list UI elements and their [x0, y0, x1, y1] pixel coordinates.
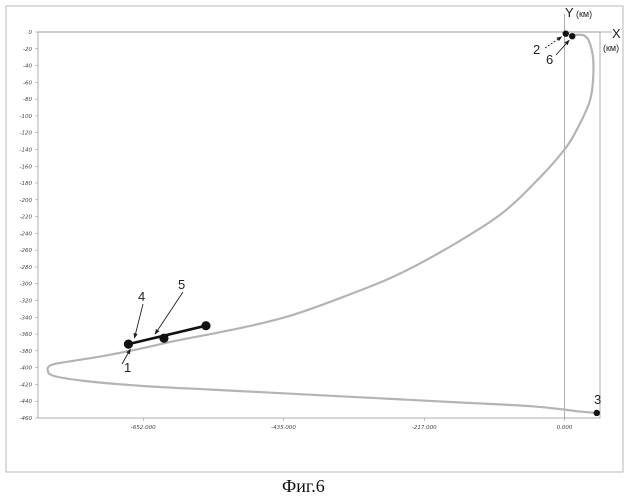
point-marker-4 [159, 334, 168, 343]
point-label-5: 5 [178, 277, 185, 292]
y-tick-label: -120 [20, 131, 33, 137]
leader-4 [134, 304, 143, 338]
y-axis-unit: (км) [576, 9, 592, 19]
plot-area [38, 32, 600, 418]
point-label-4: 4 [138, 289, 145, 304]
y-tick-label: -160 [20, 164, 33, 170]
point-marker-5 [201, 321, 210, 330]
x-axis-ticks: -652.000 -435.000 -217.000 0.000 [131, 418, 573, 431]
y-tick-label: -400 [20, 366, 33, 372]
y-tick-label: -280 [20, 265, 33, 271]
point-marker-1 [124, 340, 133, 349]
y-tick-label: -360 [20, 332, 33, 338]
y-tick-label: -220 [20, 215, 33, 221]
y-tick-label: -300 [20, 282, 33, 288]
y-tick-label: -80 [23, 97, 32, 103]
point-label-3: 3 [594, 392, 601, 407]
y-tick-label: -380 [20, 349, 33, 355]
point-label-6: 6 [546, 52, 553, 67]
y-tick-label: -440 [20, 399, 33, 405]
y-axis-label: Y [565, 5, 574, 20]
y-tick-label: -20 [23, 47, 32, 53]
point-marker-2 [563, 30, 569, 36]
y-tick-label: -60 [23, 80, 32, 86]
point-marker-6 [569, 33, 575, 39]
y-tick-label: -140 [20, 147, 33, 153]
point-marker-3 [594, 410, 600, 416]
point-label-1: 1 [124, 360, 131, 375]
y-tick-label: -240 [20, 231, 33, 237]
figure-caption: Фиг.6 [282, 476, 325, 496]
trajectory-curve [48, 35, 597, 413]
x-tick-label: -217.000 [412, 425, 437, 431]
y-tick-label: -200 [20, 198, 33, 204]
leader-6 [556, 40, 569, 55]
y-tick-label: -180 [20, 181, 33, 187]
outer-frame [6, 6, 623, 472]
x-axis-unit: (км) [603, 43, 619, 53]
x-tick-label: -652.000 [131, 425, 156, 431]
leader-5 [155, 292, 183, 334]
leader-arrows [122, 37, 569, 364]
y-tick-label: -320 [20, 299, 33, 305]
y-tick-label: -260 [20, 248, 33, 254]
y-tick-label: -460 [20, 416, 33, 422]
point-markers [124, 30, 600, 416]
x-tick-label: -435.000 [271, 425, 296, 431]
x-axis-label: X [612, 26, 621, 41]
y-tick-label: -420 [20, 382, 33, 388]
y-tick-label: -340 [20, 315, 33, 321]
x-tick-label: 0.000 [557, 425, 573, 431]
y-tick-label: -40 [23, 64, 32, 70]
y-tick-label: -100 [20, 114, 33, 120]
leader-2 [545, 37, 562, 48]
y-tick-label: 0 [29, 30, 33, 36]
y-axis-ticks: 0 -20 -40 -60 -80 -100 -120 -140 -160 -180 -200 -22… [20, 30, 38, 422]
point-label-2: 2 [533, 42, 540, 57]
